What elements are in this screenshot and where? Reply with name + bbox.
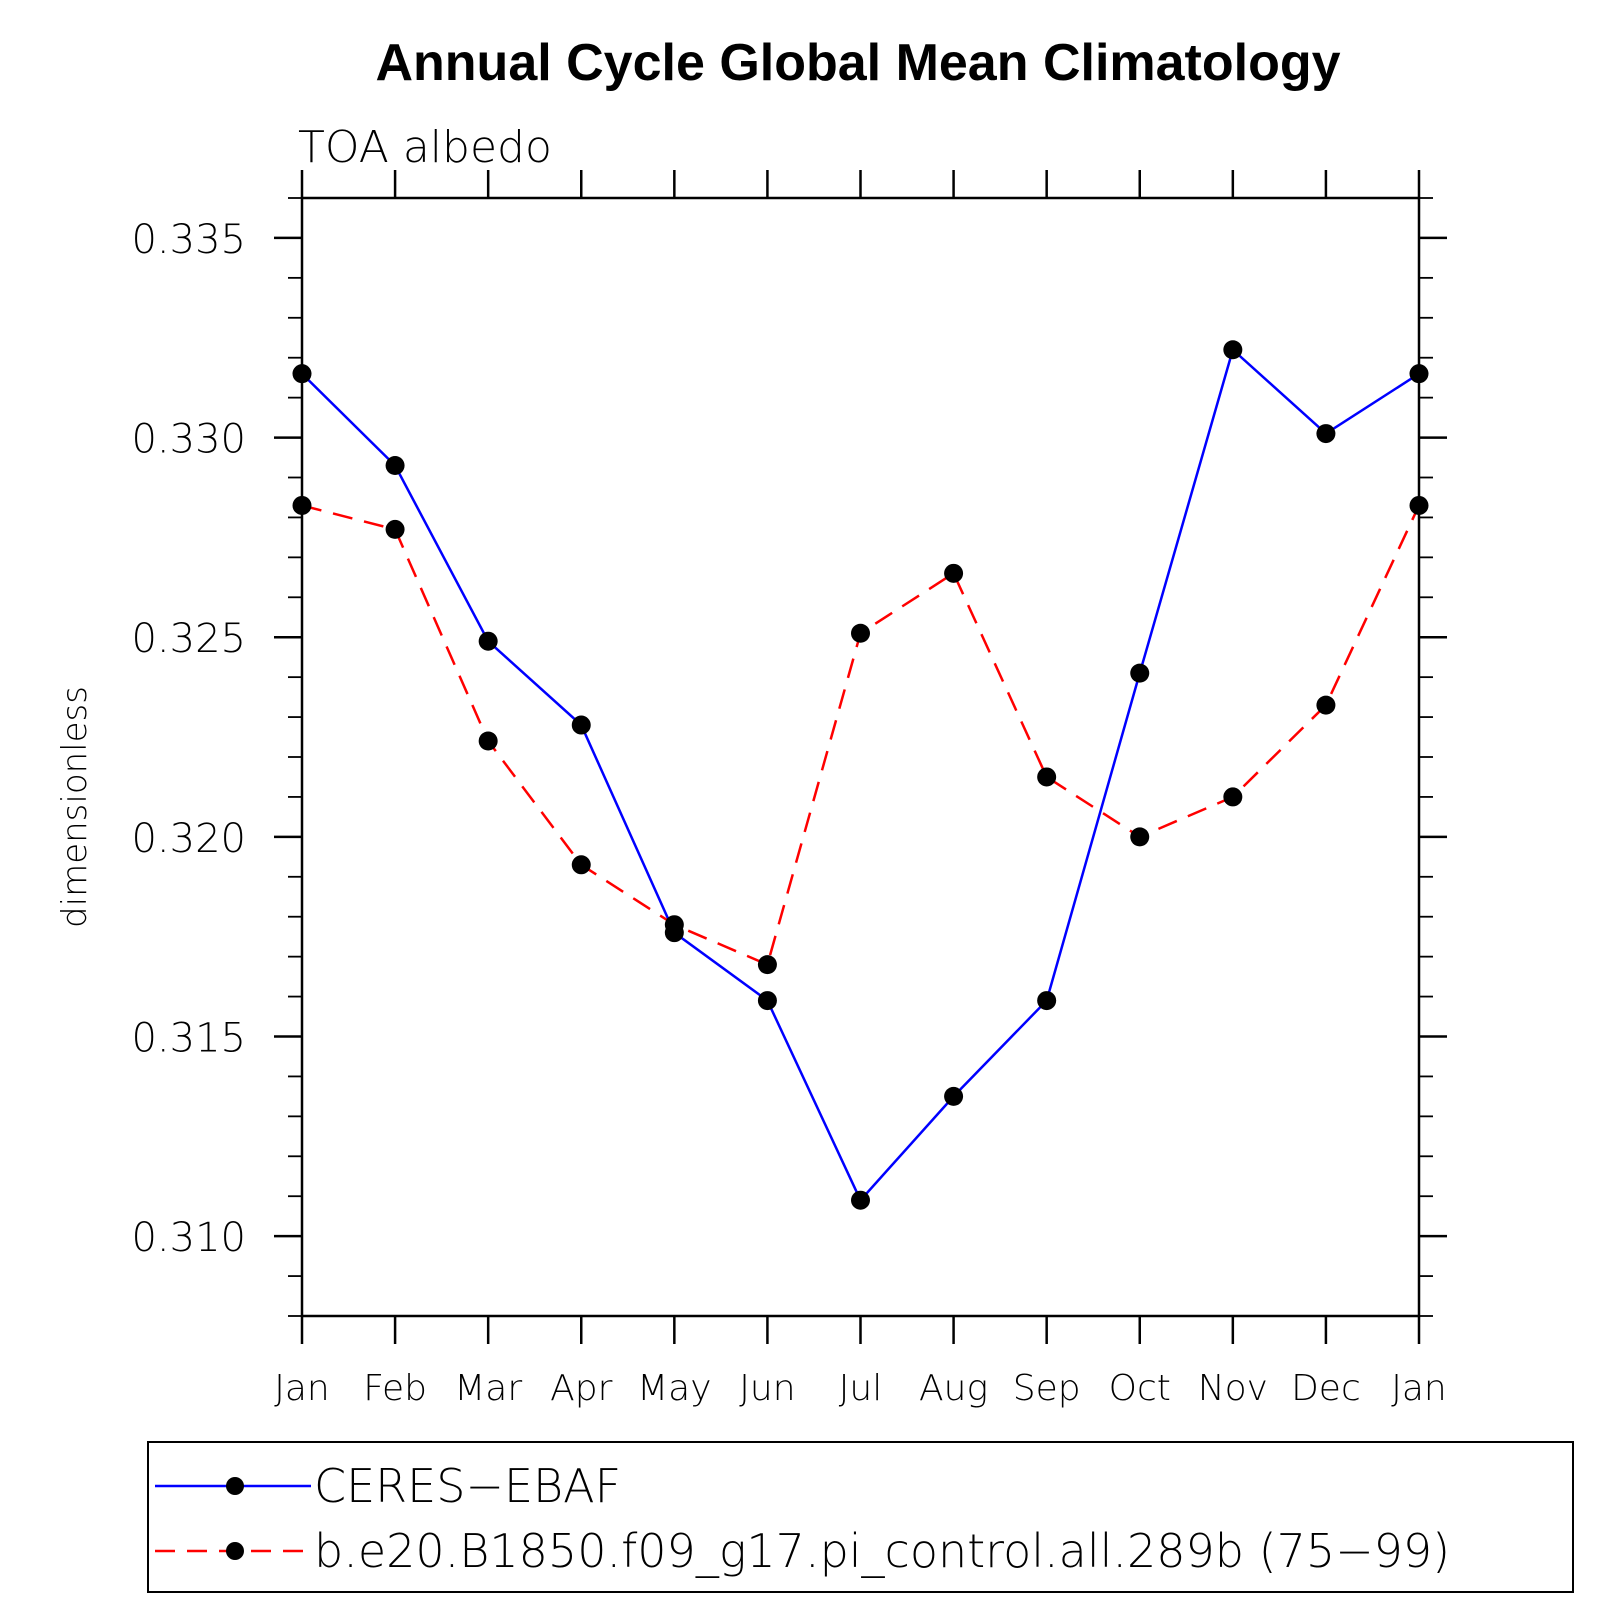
y-axis-ticks: 0.310 0.315 0.320 0.325 0.330 0.335 [131,197,1447,1317]
series-line-0 [301,347,1420,1203]
chart-title: Annual Cycle Global Mean Climatology [375,34,1340,92]
legend-frame [147,1441,1574,1593]
series-0-point [1409,364,1429,384]
series-line-1 [301,504,1421,967]
series-0-point [1223,340,1243,360]
x-tick-label: Apr [550,1368,612,1409]
series-1-point [1409,495,1429,515]
legend-marker-model [226,1542,244,1560]
series-0-point [757,991,777,1011]
series-1-point [292,495,312,515]
series-1-point [1316,695,1336,715]
series-1-point [1130,827,1150,847]
legend: CERES−EBAF b.e20.B1850.f09_g17.pi_contro… [147,1441,1574,1593]
x-tick-label: May [637,1368,711,1409]
series-0-point [292,364,312,384]
x-tick-label: Oct [1109,1368,1171,1409]
legend-label-ceres: CERES−EBAF [314,1459,621,1513]
x-tick-label: Nov [1198,1368,1268,1409]
y-tick-label: 0.320 [131,816,246,862]
series-0-point [944,1086,964,1106]
series-0-point [571,715,591,735]
series-0-point [1037,991,1057,1011]
series-0-point [1130,663,1150,683]
series-1-point [851,623,870,643]
series-0-point [851,1190,870,1210]
x-axis-ticks: Jan Feb Mar Apr May Jun Jul Aug Sep Oct Nov Dec Jan [274,170,1447,1409]
y-axis-label: dimensionless [55,686,95,928]
x-tick-label: Jan [274,1368,330,1409]
y-tick-label: 0.330 [131,417,246,463]
y-tick-label: 0.335 [131,217,246,263]
x-tick-label: Mar [454,1368,522,1409]
series-1-point [1037,767,1057,787]
legend-marker-ceres [226,1477,244,1495]
plot-series [292,340,1429,1210]
series-0-point [478,631,498,651]
series-1-point [1223,787,1243,807]
x-tick-label: Jan [1391,1368,1447,1409]
chart-subtitle: TOA albedo [298,122,552,173]
series-1-point [385,519,405,539]
x-tick-label: Aug [919,1368,988,1409]
x-tick-label: Dec [1291,1368,1361,1409]
series-0-point [1316,424,1336,444]
x-tick-label: Jul [839,1368,882,1409]
x-tick-label: Sep [1013,1368,1081,1409]
series-1-point [944,563,964,583]
legend-label-model: b.e20.B1850.f09_g17.pi_control.all.289b … [314,1524,1450,1578]
y-tick-label: 0.315 [131,1016,246,1062]
y-tick-label: 0.310 [131,1215,246,1261]
series-1-point [664,915,684,935]
y-tick-label: 0.325 [131,616,246,662]
series-1-point [757,955,777,975]
x-tick-label: Jun [739,1368,795,1409]
x-tick-label: Feb [363,1368,427,1409]
series-0-point [385,456,405,476]
series-1-point [571,855,591,875]
series-1-point [478,731,498,751]
